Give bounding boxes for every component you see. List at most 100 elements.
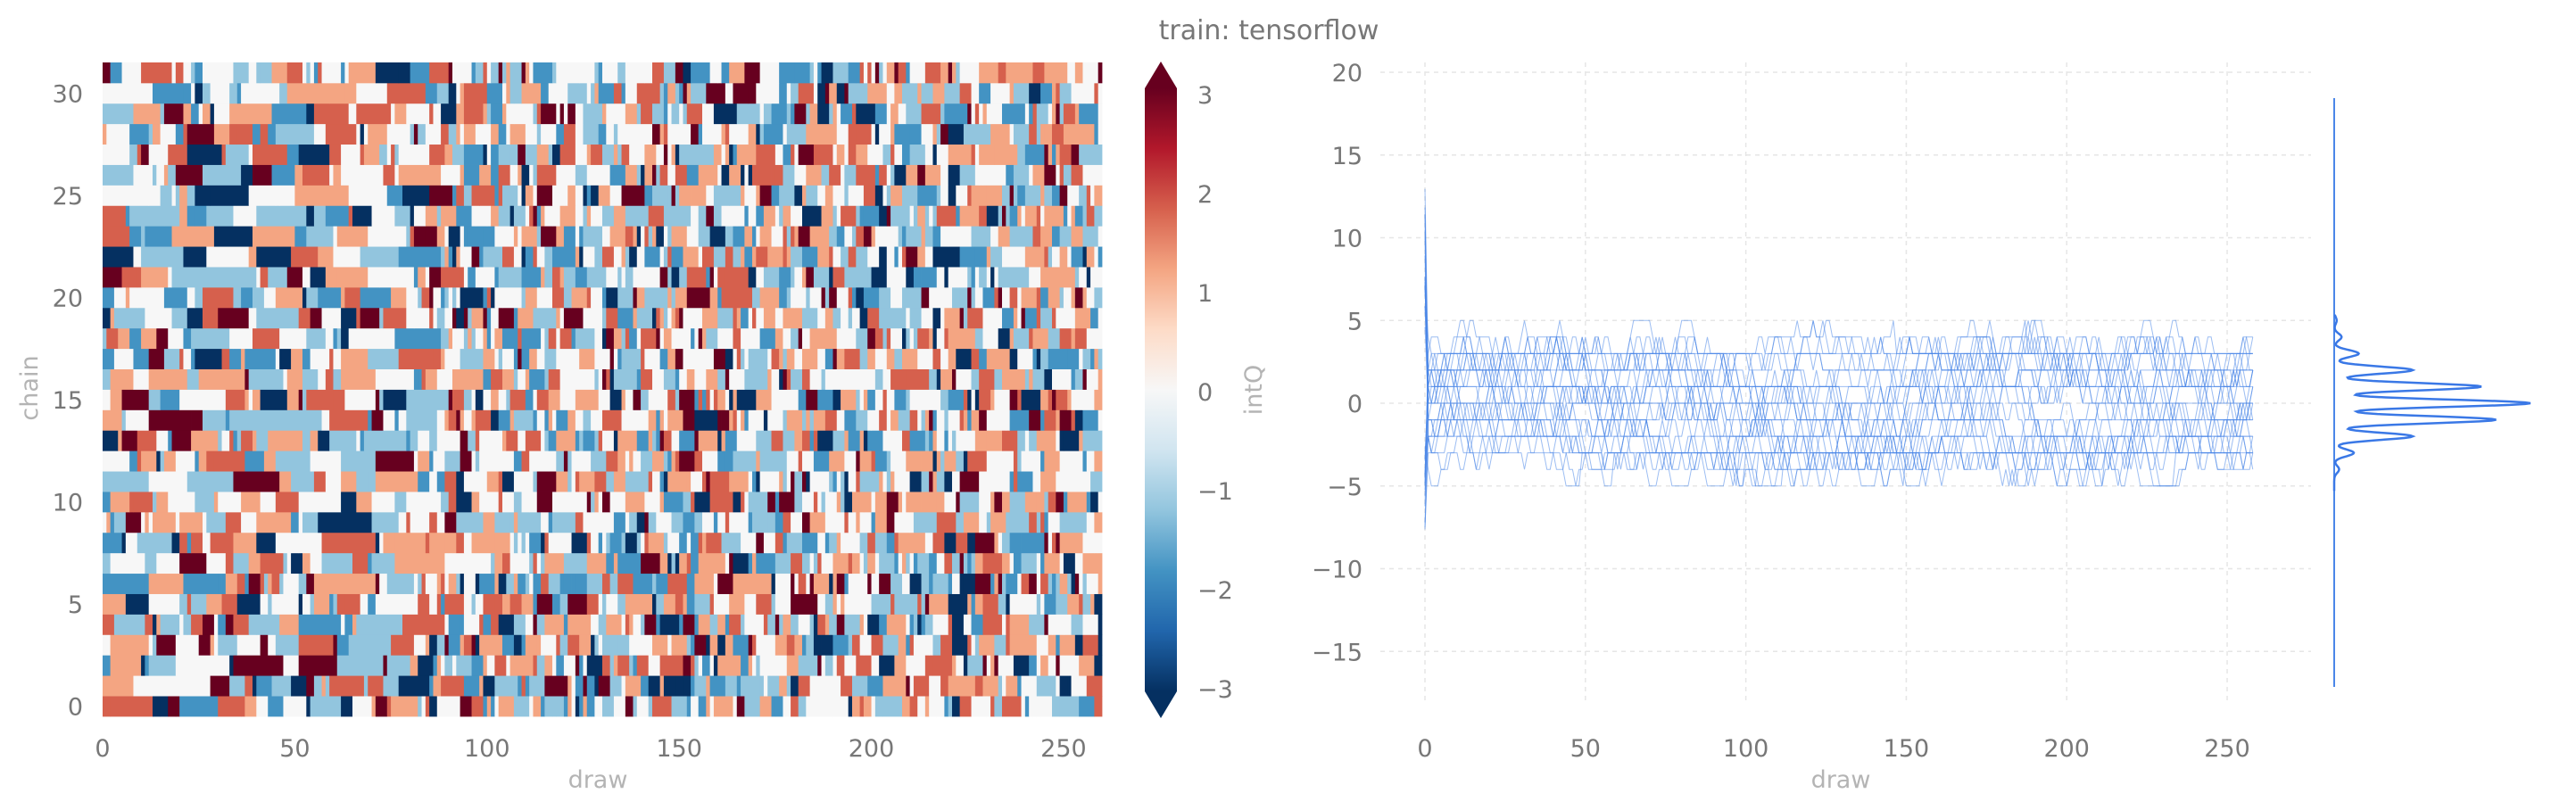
heatmap-cell (713, 511, 718, 533)
heatmap-cell (1040, 307, 1053, 329)
heatmap-cell (871, 409, 880, 431)
heatmap-cell (241, 430, 253, 451)
heatmap-cell (691, 185, 707, 206)
heatmap-cell (824, 185, 833, 206)
heatmap-cell (874, 389, 880, 410)
heatmap-cell (310, 696, 342, 717)
heatmap-cell (663, 82, 668, 104)
heatmap-cell (867, 62, 872, 84)
heatmap-cell (509, 82, 515, 104)
heatmap-cell (859, 307, 868, 329)
heatmap-cell (802, 511, 811, 533)
heatmap-cell (725, 675, 738, 697)
trace-series (1424, 319, 2253, 530)
heatmap-cell (302, 552, 307, 574)
heatmap-cell (767, 409, 783, 431)
heatmap-cell (103, 614, 115, 635)
heatmap-cell (990, 511, 1006, 533)
heatmap-cell (1021, 573, 1030, 594)
heatmap-cell (186, 307, 203, 329)
heatmap-cell (186, 532, 192, 554)
heatmap-cell (552, 246, 576, 268)
heatmap-cell (971, 267, 976, 288)
heatmap-cell (621, 614, 626, 635)
heatmap-cell (929, 634, 933, 656)
heatmap-cell (248, 62, 257, 84)
heatmap-cell (763, 675, 768, 697)
heatmap-cell (333, 368, 342, 390)
heatmap-cell (817, 103, 830, 125)
heatmap-cell (641, 675, 650, 697)
heatmap-cell (694, 389, 700, 410)
heatmap-cell (929, 430, 933, 451)
heatmap-cell (633, 144, 645, 165)
heatmap-cell (1094, 532, 1099, 554)
heatmap-cell (398, 552, 407, 574)
heatmap-cell (998, 327, 1011, 350)
heatmap-cell (675, 593, 683, 615)
heatmap-cell (832, 634, 849, 656)
heatmap-cell (852, 103, 857, 125)
heatmap-cell (563, 573, 572, 594)
heatmap-cell (725, 123, 730, 145)
heatmap-cell (525, 430, 542, 451)
heatmap-cell (602, 246, 615, 268)
heatmap-cell (944, 348, 949, 369)
heatmap-cell (971, 696, 980, 717)
heatmap-cell (494, 511, 511, 533)
heatmap-cell (852, 675, 868, 697)
heatmap-cell (932, 614, 938, 635)
heatmap-cell (1029, 634, 1038, 656)
heatmap-cell (894, 593, 903, 615)
heatmap-cell (563, 634, 568, 656)
heatmap-cell (890, 205, 911, 227)
heatmap-cell (379, 573, 388, 594)
heatmap-cell (786, 246, 791, 268)
heatmap-cell (483, 389, 488, 410)
heatmap-cell (652, 164, 657, 186)
heatmap-cell (137, 532, 172, 554)
heatmap-cell (641, 246, 645, 268)
heatmap-cell (879, 307, 899, 329)
heatmap-cell (1044, 511, 1049, 533)
heatmap-cell (1013, 327, 1022, 350)
heatmap-cell (652, 696, 672, 717)
heatmap-cell (206, 511, 227, 533)
heatmap-cell (836, 471, 841, 492)
heatmap-cell (533, 552, 538, 574)
heatmap-cell (386, 655, 411, 676)
heatmap-cell (982, 655, 988, 676)
heatmap-cell (556, 409, 568, 431)
heatmap-cell (360, 327, 395, 350)
heatmap-cell (963, 614, 972, 635)
heatmap-cell (279, 471, 292, 492)
heatmap-cell (729, 368, 745, 390)
heatmap-cell (1013, 450, 1018, 472)
heatmap-cell (518, 368, 522, 390)
heatmap-cell (579, 655, 584, 676)
heatmap-cell (533, 593, 538, 615)
heatmap-cell (291, 389, 295, 410)
heatmap-cell (444, 593, 465, 615)
heatmap-cell (325, 573, 377, 594)
heatmap-cell (948, 62, 953, 84)
heatmap-cell (498, 164, 511, 186)
heatmap-cell (544, 267, 553, 288)
heatmap-cell (767, 492, 776, 513)
heatmap-cell (491, 164, 500, 186)
heatmap-cell (913, 552, 918, 574)
heatmap-cell (1074, 409, 1083, 431)
heatmap-cell (821, 164, 830, 186)
heatmap-cell (613, 368, 638, 390)
heatmap-cell (679, 696, 688, 717)
heatmap-cell (759, 552, 776, 574)
heatmap-cell (917, 185, 938, 206)
heatmap-cell (959, 573, 965, 594)
heatmap-cell (686, 573, 695, 594)
heatmap-cell (874, 368, 883, 390)
heatmap-cell (129, 144, 138, 165)
heatmap-cell (1094, 205, 1103, 227)
heatmap-cell (160, 696, 169, 717)
heatmap-cell (529, 492, 538, 513)
heatmap-cell (533, 471, 538, 492)
